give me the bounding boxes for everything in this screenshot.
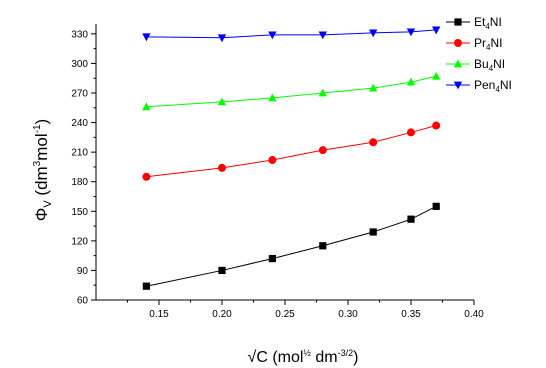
- data-point: [217, 97, 227, 106]
- x-axis-ticks: 0.15 0.20 0.25 0.30 0.35 0.40: [127, 300, 484, 320]
- data-point: [407, 215, 415, 223]
- y-axis-title: ΦV (dm3mol-1): [32, 119, 54, 221]
- y-tick-label: 330: [71, 29, 88, 40]
- legend-label: Bu4NI: [474, 57, 505, 73]
- data-point: [369, 83, 378, 92]
- legend-marker: [453, 81, 463, 90]
- legend-marker: [453, 59, 463, 68]
- data-point: [369, 138, 378, 147]
- data-point: [268, 156, 277, 165]
- y-tick-label: 240: [71, 118, 88, 129]
- series-pen: [142, 26, 441, 43]
- data-point: [218, 266, 226, 275]
- data-point: [217, 34, 227, 43]
- data-point: [369, 29, 378, 38]
- x-tick-label: 0.35: [401, 309, 421, 320]
- y-tick-label: 150: [71, 207, 88, 218]
- data-point: [407, 128, 415, 137]
- series-bu: [142, 71, 441, 111]
- y-tick-label: 300: [71, 59, 88, 70]
- legend-item: Bu4NI: [446, 57, 505, 73]
- legend-marker: [454, 39, 462, 47]
- x-tick-label: 0.20: [212, 309, 232, 320]
- data-point: [369, 228, 377, 236]
- data-point: [218, 163, 226, 172]
- data-point: [268, 31, 277, 40]
- data-point: [406, 77, 416, 86]
- data-point: [432, 202, 440, 210]
- series-layer: [142, 26, 441, 290]
- y-tick-label: 180: [71, 177, 88, 188]
- legend-item: Pen4NI: [446, 78, 512, 94]
- legend: Et4NI Pr4NI Bu4NI Pen4NI: [446, 15, 512, 94]
- x-tick-label: 0.40: [464, 309, 484, 320]
- data-point: [318, 88, 327, 97]
- data-point: [142, 102, 151, 111]
- legend-item: Pr4NI: [446, 36, 502, 52]
- series-line: [146, 75, 437, 108]
- legend-label: Et4NI: [474, 15, 502, 31]
- legend-label: Pr4NI: [474, 36, 502, 52]
- data-point: [319, 242, 327, 250]
- series-line: [146, 29, 437, 39]
- y-axis-ticks: 60 90 120 150 180 210 240 270 300 330: [71, 29, 96, 307]
- legend-label: Pen4NI: [474, 78, 512, 94]
- y-tick-label: 60: [77, 296, 89, 307]
- data-point: [268, 255, 276, 263]
- x-tick-label: 0.15: [149, 309, 169, 320]
- data-point: [142, 33, 151, 42]
- y-tick-label: 90: [77, 266, 89, 277]
- legend-marker: [454, 18, 462, 26]
- y-tick-label: 120: [71, 236, 88, 247]
- data-point: [432, 121, 441, 130]
- series-et: [142, 202, 440, 290]
- data-point: [142, 282, 150, 290]
- data-point: [406, 28, 416, 37]
- y-tick-label: 210: [71, 148, 88, 159]
- legend-item: Et4NI: [446, 15, 502, 31]
- series-pr: [142, 121, 441, 181]
- y-tick-label: 270: [71, 89, 88, 100]
- x-tick-label: 0.25: [275, 309, 295, 320]
- data-point: [318, 31, 327, 40]
- data-point: [142, 172, 151, 181]
- x-axis-title: √C (mol½ dm-3/2): [248, 348, 359, 366]
- data-point: [432, 26, 441, 35]
- data-point: [268, 93, 277, 102]
- data-point: [318, 146, 327, 155]
- series-line: [146, 205, 437, 287]
- axes: [95, 24, 474, 301]
- series-line: [146, 125, 437, 178]
- data-point: [432, 71, 441, 80]
- x-tick-label: 0.30: [338, 309, 358, 320]
